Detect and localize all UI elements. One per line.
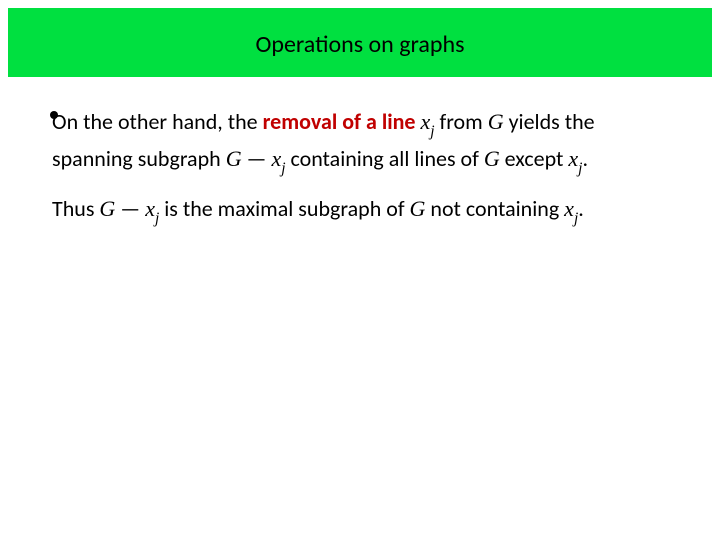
p2-sub2: j — [155, 210, 159, 227]
p1-sub1: j — [430, 123, 434, 140]
p1-var2: G — [488, 109, 504, 134]
p2-text3: is the maximal subgraph of — [159, 195, 409, 222]
p2-var3: G — [410, 196, 426, 221]
p1-text5: — — [242, 145, 272, 172]
p2-var1: G — [99, 196, 115, 221]
p1-text7: except — [500, 145, 569, 172]
p1-text8: . — [582, 145, 588, 172]
p1-var4: x — [271, 146, 281, 171]
p2-sub4: j — [574, 210, 578, 227]
bullet-icon — [50, 111, 58, 119]
paragraph-2: Thus G — xj is the maximal subgraph of G… — [52, 192, 668, 229]
slide-title: Operations on graphs — [18, 30, 702, 59]
p1-text3: from — [435, 108, 488, 135]
paragraph-1: On the other hand, the removal of a line… — [52, 105, 668, 178]
p2-text5: . — [578, 195, 584, 222]
p1-var1: x — [421, 109, 431, 134]
p2-text4: not containing — [425, 195, 564, 222]
p1-sub6: j — [578, 160, 582, 177]
p1-text1: On the other hand, the — [52, 108, 263, 135]
p2-text2: — — [115, 195, 145, 222]
p1-highlight: removal of a line — [263, 108, 416, 135]
slide-header: Operations on graphs — [8, 8, 712, 77]
slide-content: On the other hand, the removal of a line… — [0, 77, 720, 229]
p2-var2: x — [145, 196, 155, 221]
p2-text1: Thus — [52, 195, 99, 222]
p1-var5: G — [484, 146, 500, 171]
p1-var6: x — [568, 146, 578, 171]
p1-var3: G — [226, 146, 242, 171]
p1-sub4: j — [281, 160, 285, 177]
p2-var4: x — [564, 196, 574, 221]
p1-text6: containing all lines of — [286, 145, 484, 172]
